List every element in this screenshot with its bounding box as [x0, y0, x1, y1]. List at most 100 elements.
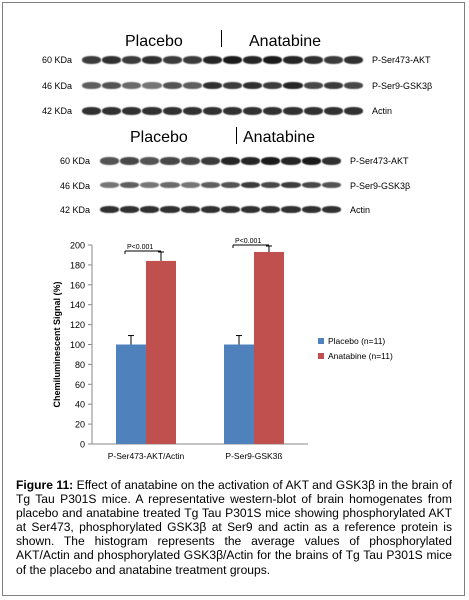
blot2-band-2-8 — [241, 182, 261, 188]
bar-placebo-1 — [116, 344, 146, 444]
y-tick-label: 80 — [75, 360, 85, 370]
western-blot-2: Placebo Anatabine 60 KDa 46 KDa 42 KDa P… — [0, 0, 469, 230]
blot2-band-2-7 — [220, 182, 241, 188]
caption-text: Effect of anatabine on the activation of… — [16, 478, 452, 577]
blot1-band-3-5 — [162, 107, 182, 115]
x-category-label: P-Ser9-GSK3ß — [225, 451, 282, 461]
blot1-band-1-12 — [303, 56, 323, 64]
blot1-band-2-6 — [182, 82, 202, 89]
blot1-band-1-14 — [343, 56, 363, 64]
blot1-band-1-8 — [222, 56, 243, 64]
y-tick-label: 140 — [70, 300, 85, 310]
blot2-band-3-6 — [200, 206, 220, 213]
blot2-band-2-2 — [120, 182, 140, 188]
blot2-band-3-1 — [100, 206, 120, 213]
blot2-band-3-5 — [180, 206, 200, 213]
blot1-band-2-12 — [303, 82, 323, 89]
blot1-band-2-1 — [82, 82, 102, 89]
blot1-kda-1: 60 KDa — [42, 55, 73, 65]
blot1-band-3-8 — [222, 107, 243, 115]
blot1-band-1-9 — [243, 56, 263, 64]
blot1-protein-1: P-Ser473-AKT — [372, 55, 431, 65]
blot2-band-2-6 — [200, 182, 220, 188]
blot2-band-1-1 — [100, 157, 120, 165]
blot1-band-2-11 — [283, 82, 303, 89]
caption-label: Figure 11: — [16, 478, 74, 492]
western-blot-1: Placebo Anatabine 60 KDa 46 KDa 42 KDa P… — [0, 0, 469, 130]
bar-placebo-2 — [224, 344, 254, 444]
blot2-protein-1: P-Ser473-AKT — [350, 156, 409, 166]
blot2-protein-2: P-Ser9-GSK3β — [350, 181, 411, 191]
blot2-band-3-11 — [301, 206, 321, 213]
blot2-band-1-12 — [321, 157, 341, 165]
blot2-band-3-9 — [261, 206, 281, 213]
y-tick-label: 200 — [70, 241, 85, 251]
blot1-band-2-3 — [122, 82, 142, 89]
blot2-protein-3: Actin — [350, 205, 371, 215]
blot1-band-2-10 — [263, 82, 283, 89]
blot2-band-3-2 — [120, 206, 140, 213]
blot1-kda-2: 46 KDa — [42, 81, 73, 91]
blot1-band-2-5 — [162, 82, 182, 89]
blot1-protein-2: P-Ser9-GSK3β — [372, 81, 433, 91]
blot2-group-divider — [236, 127, 237, 144]
blot1-group-divider — [221, 30, 222, 47]
blot1-band-3-10 — [263, 107, 283, 115]
blot2-band-3-3 — [140, 206, 160, 213]
blot1-band-2-13 — [323, 82, 343, 89]
blot1-band-2-7 — [202, 82, 222, 89]
blot1-band-2-8 — [222, 82, 243, 89]
blot1-band-3-6 — [182, 107, 202, 115]
blot2-band-3-12 — [321, 206, 341, 213]
y-tick-label: 20 — [75, 420, 85, 430]
blot1-placebo-label: Placebo — [125, 33, 183, 50]
blot2-band-2-9 — [261, 182, 281, 188]
y-tick-label: 60 — [75, 380, 85, 390]
blot2-band-1-8 — [241, 157, 261, 165]
blot2-kda-1: 60 KDa — [60, 156, 91, 166]
blot2-kda-2: 46 KDa — [60, 181, 91, 191]
bar-anatabine-2 — [254, 251, 284, 444]
blot2-band-3-7 — [220, 206, 241, 213]
bar-chart: 0 20 40 60 80 100 120 140 160 180 200 Chemiluminesc… — [52, 238, 393, 461]
blot1-band-2-14 — [343, 82, 363, 89]
blot1-band-3-13 — [323, 107, 343, 115]
blot1-band-row-1 — [82, 56, 364, 64]
blot1-band-1-11 — [283, 56, 303, 64]
blot1-band-1-5 — [162, 56, 182, 64]
blot2-band-2-1 — [100, 182, 120, 188]
blot2-band-2-5 — [180, 182, 200, 188]
blot2-band-1-2 — [120, 157, 140, 165]
blot2-anatabine-label: Anatabine — [243, 129, 316, 146]
blot1-band-3-12 — [303, 107, 323, 115]
blot1-band-1-2 — [102, 56, 122, 64]
blot1-band-1-1 — [82, 56, 102, 64]
blot1-band-1-13 — [323, 56, 343, 64]
blot1-band-3-7 — [202, 107, 222, 115]
figure-frame — [2, 2, 465, 596]
bar-anatabine-1 — [146, 260, 176, 444]
blot1-band-1-6 — [182, 56, 202, 64]
legend-swatch-2 — [318, 353, 324, 359]
y-tick-label: 40 — [75, 400, 85, 410]
y-tick-label: 100 — [70, 340, 85, 350]
blot1-band-3-14 — [343, 107, 363, 115]
blot1-anatabine-label: Anatabine — [249, 33, 322, 50]
blot1-band-2-4 — [142, 82, 162, 89]
y-tick-label: 0 — [80, 440, 85, 450]
chart-bars: P<0.001 P<0.001 — [116, 238, 284, 444]
y-tick-label: 180 — [70, 260, 85, 270]
blot1-band-2-9 — [243, 82, 263, 89]
blot2-band-1-10 — [281, 157, 301, 165]
y-tick-label: 160 — [70, 280, 85, 290]
figure-caption: Figure 11: Effect of anatabine on the ac… — [16, 478, 452, 577]
blot1-band-3-2 — [102, 107, 122, 115]
blot1-band-1-7 — [202, 56, 222, 64]
blot1-protein-3: Actin — [372, 106, 393, 116]
blot2-band-2-3 — [140, 182, 160, 188]
blot1-band-3-4 — [142, 107, 162, 115]
blot2-band-row-1 — [100, 157, 342, 165]
blot2-kda-3: 42 KDa — [60, 205, 91, 215]
blot2-band-2-4 — [160, 182, 180, 188]
blot2-band-2-10 — [281, 182, 301, 188]
